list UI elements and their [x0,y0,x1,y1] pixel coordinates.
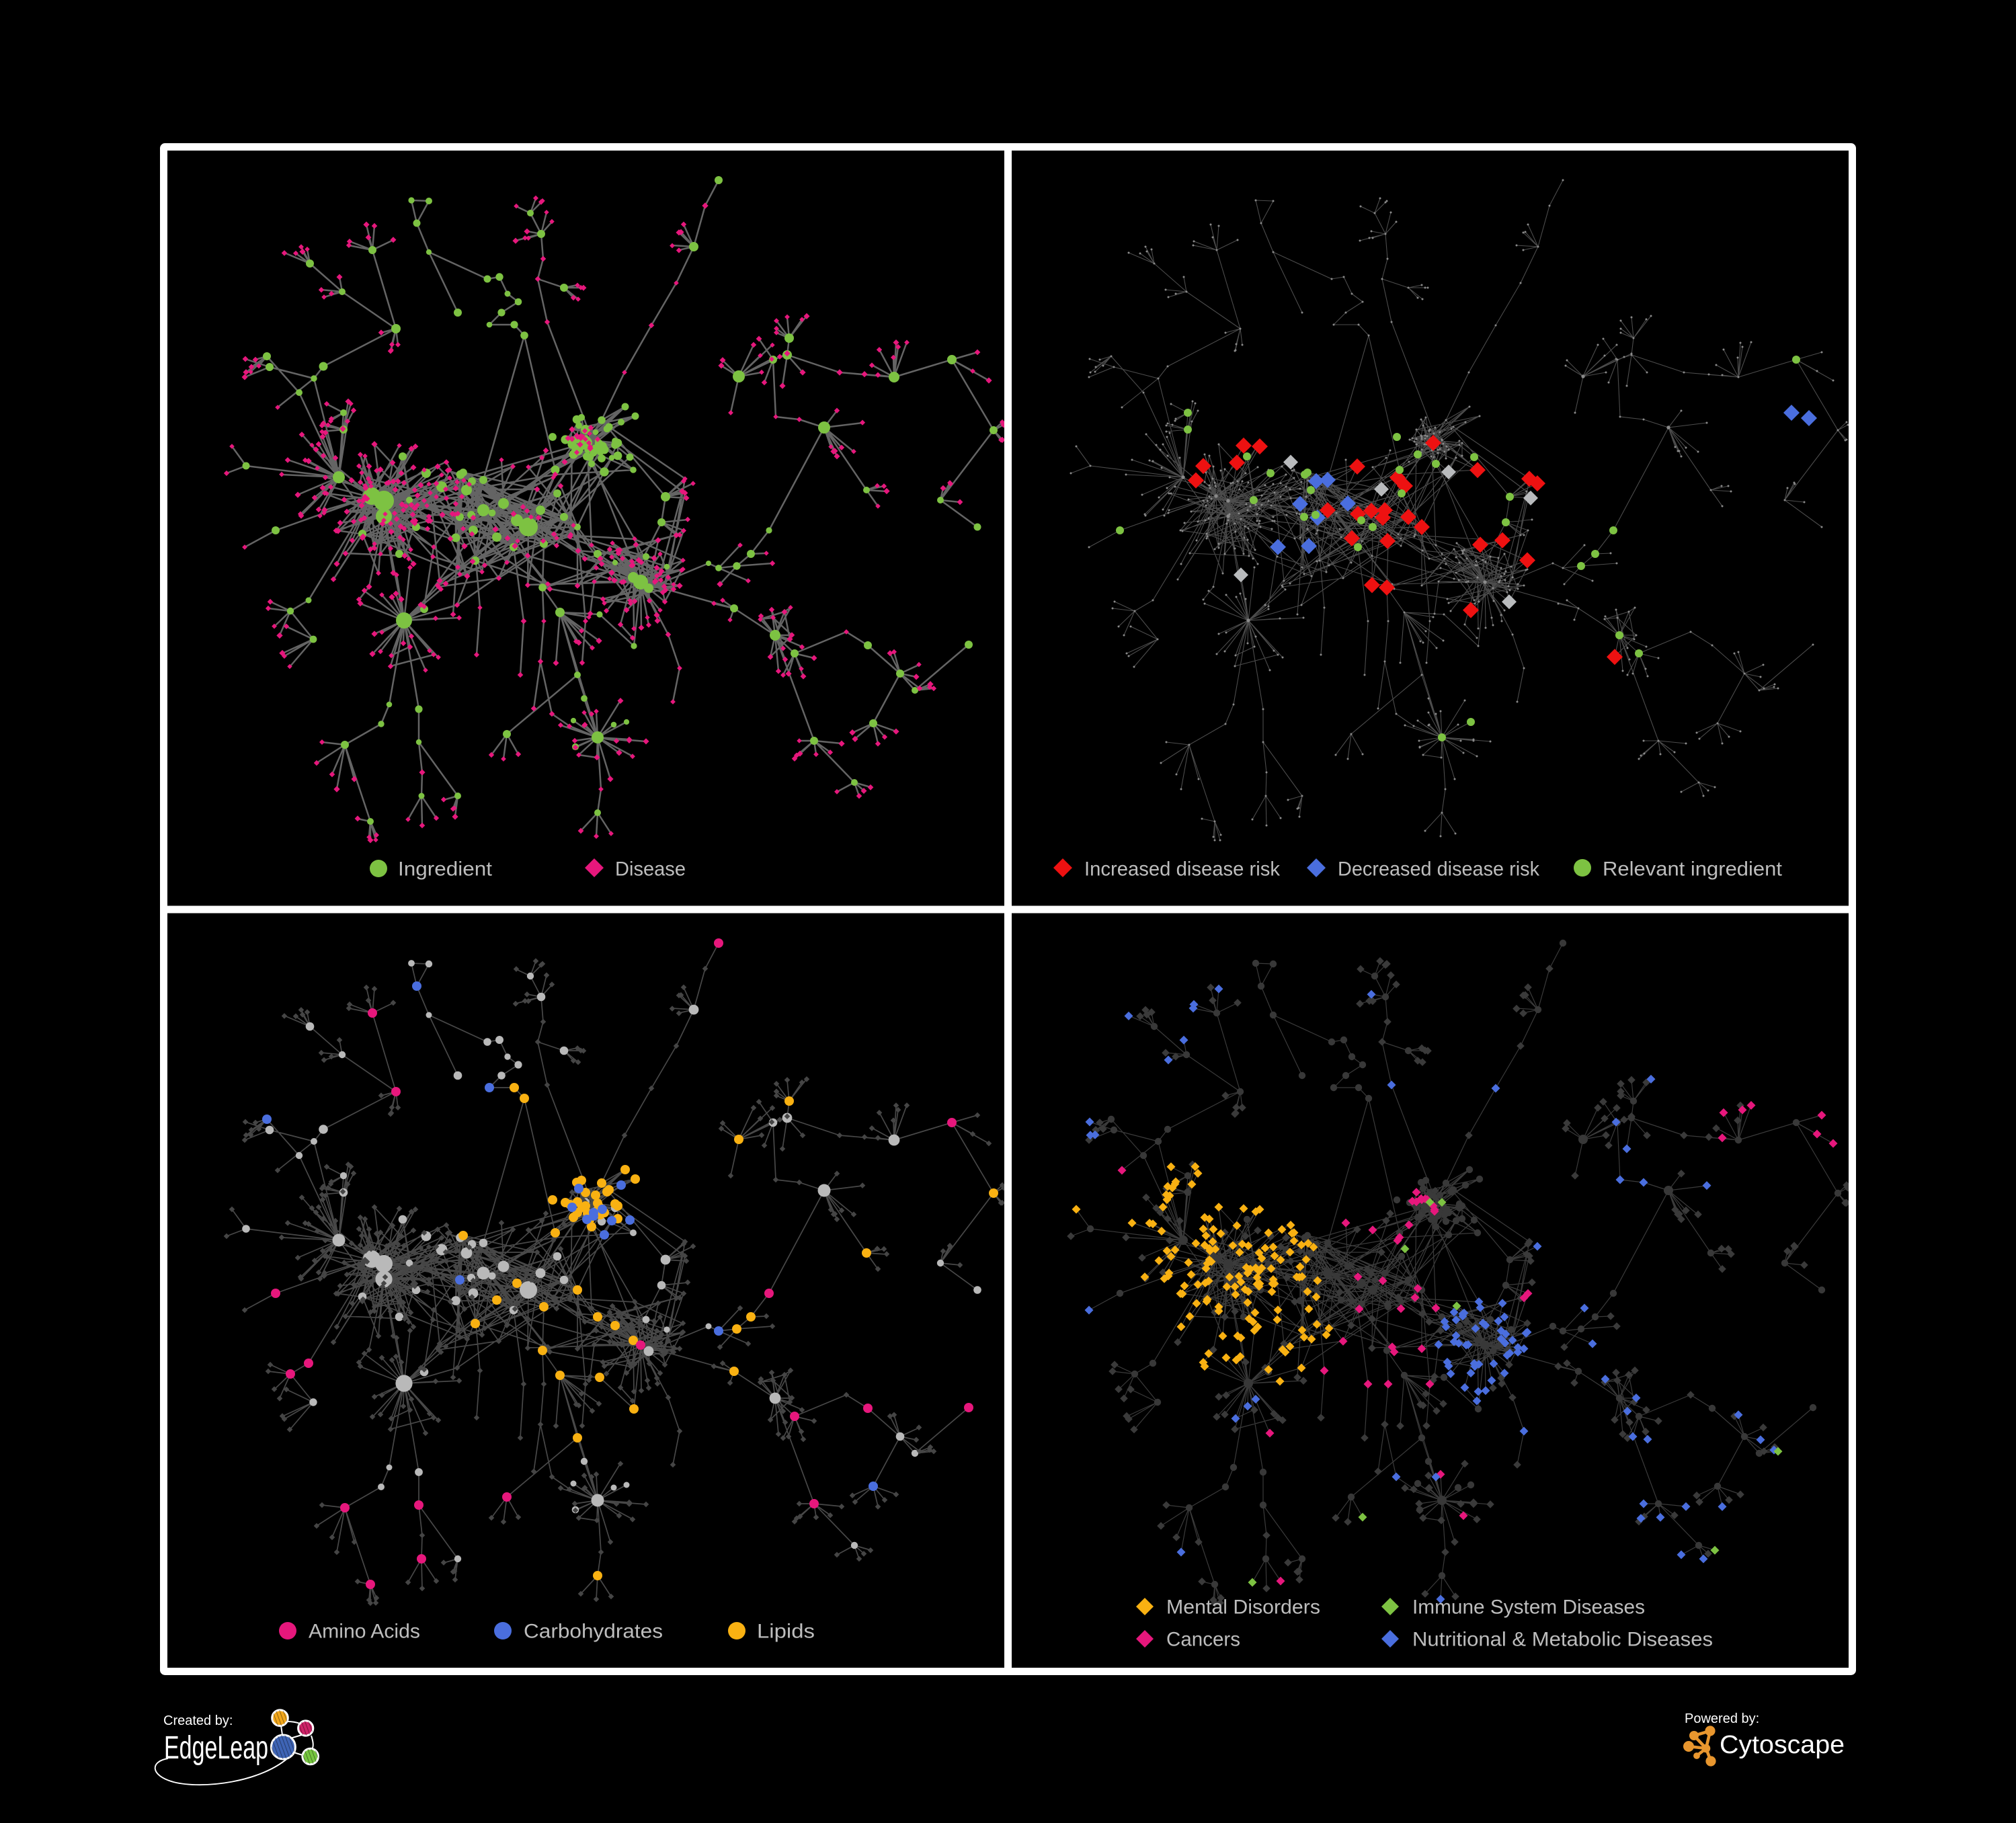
svg-text:Immune System Diseases: Immune System Diseases [1412,1596,1645,1619]
svg-text:Created by:: Created by: [163,1713,233,1728]
svg-text:Nutritional & Metabolic Diseas: Nutritional & Metabolic Diseases [1412,1629,1713,1651]
svg-text:Amino Acids: Amino Acids [309,1621,420,1643]
svg-text:Carbohydrates: Carbohydrates [524,1621,663,1643]
svg-text:Disease: Disease [615,858,686,881]
svg-text:EdgeLeap: EdgeLeap [164,1730,268,1766]
svg-text:Powered by:: Powered by: [1685,1711,1759,1726]
svg-text:Relevant ingredient: Relevant ingredient [1603,858,1783,881]
svg-text:Ingredient: Ingredient [398,858,493,881]
svg-text:Increased disease risk: Increased disease risk [1084,858,1281,881]
svg-text:Cytoscape: Cytoscape [1720,1731,1845,1759]
svg-text:Lipids: Lipids [757,1621,815,1643]
svg-text:Cancers: Cancers [1166,1629,1240,1651]
svg-text:Mental Disorders: Mental Disorders [1166,1596,1320,1619]
svg-text:Decreased disease risk: Decreased disease risk [1338,858,1540,881]
